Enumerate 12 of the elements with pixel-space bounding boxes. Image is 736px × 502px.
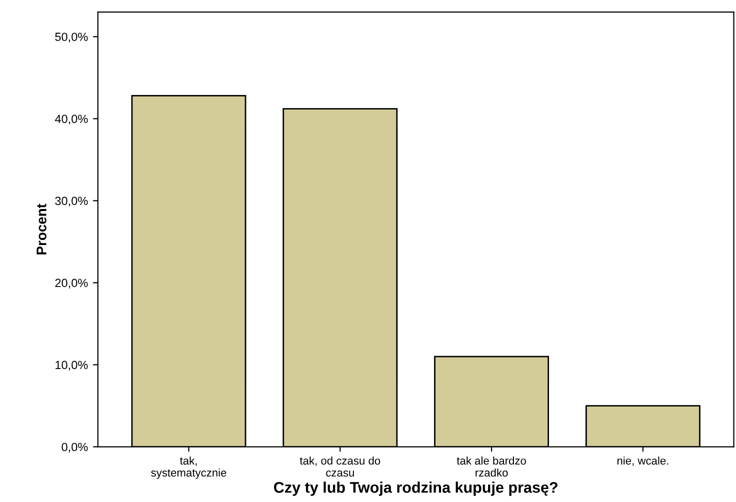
y-tick-label: 0,0% [62, 442, 88, 453]
y-tick-label: 20,0% [55, 278, 88, 289]
x-tick-label: tak, od czasu do czasu [300, 456, 380, 477]
y-tick-label: 10,0% [56, 360, 88, 371]
y-tick-label: 40,0% [54, 114, 88, 124]
x-axis-title: Czy ty lub Twoja rodzina kupuje prasę? [274, 482, 558, 496]
y-tick-label: 30,0% [55, 196, 88, 206]
y-axis-title: Procent [36, 204, 46, 254]
x-tick-label: nie, wcale. [617, 456, 668, 466]
x-tick-label: tak ale bardzo rzadko [456, 456, 526, 477]
x-tick-label: tak, systematycznie [151, 456, 226, 479]
y-tick-label: 50,0% [55, 32, 88, 42]
